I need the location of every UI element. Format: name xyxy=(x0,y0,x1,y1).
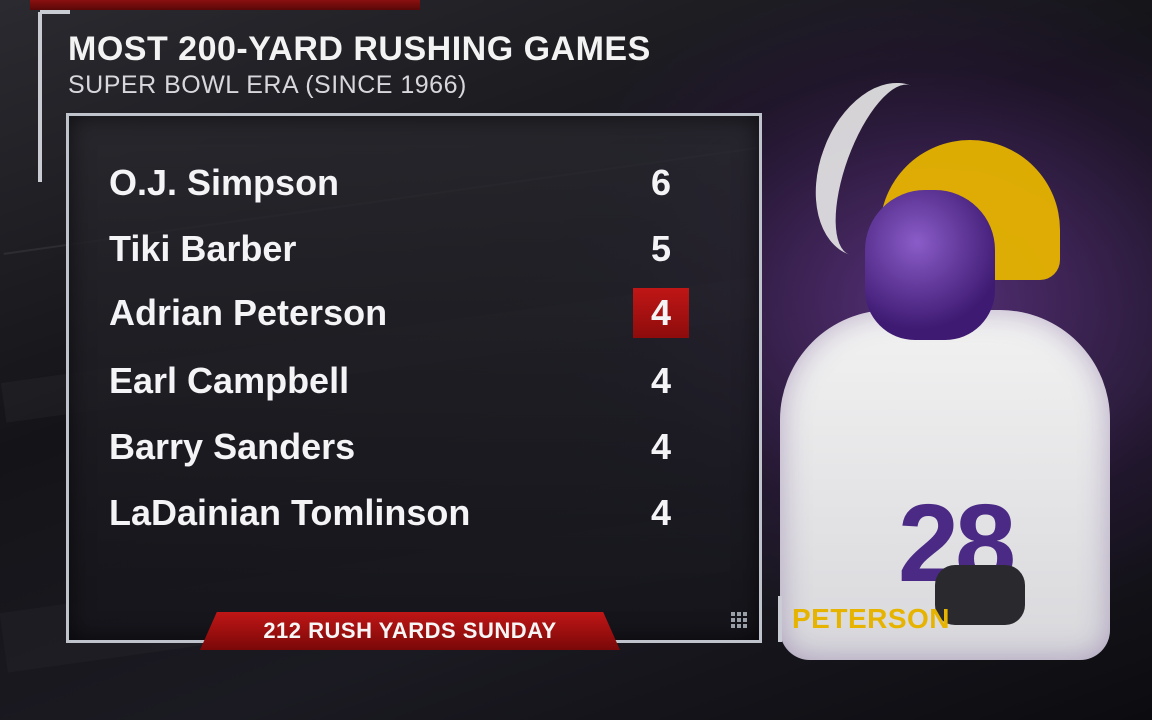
leader-value: 4 xyxy=(650,492,672,533)
player-name-tag: PETERSON xyxy=(778,596,958,642)
left-bracket-accent xyxy=(38,12,52,182)
leader-value-highlight: 4 xyxy=(633,288,689,338)
leader-name: O.J. Simpson xyxy=(109,162,340,203)
player-helmet xyxy=(865,190,995,340)
top-bracket-accent xyxy=(40,10,70,14)
grid-dots-icon xyxy=(731,612,747,628)
leaders-panel: O.J. Simpson 6 Tiki Barber 5 Adrian Pete… xyxy=(66,113,762,643)
player-name: PETERSON xyxy=(792,603,951,634)
leader-row: O.J. Simpson 6 xyxy=(109,158,689,208)
rush-yards-banner: 212 RUSH YARDS SUNDAY xyxy=(200,612,620,650)
leader-row: Earl Campbell 4 xyxy=(109,356,689,406)
graphic-title: MOST 200-YARD RUSHING GAMES xyxy=(68,30,651,68)
leader-row-highlighted: Adrian Peterson 4 xyxy=(109,288,689,338)
leader-value: 4 xyxy=(650,360,672,401)
leader-row: Tiki Barber 5 xyxy=(109,224,689,274)
player-image: 28 xyxy=(760,60,1152,660)
graphic-subtitle: SUPER BOWL ERA (SINCE 1966) xyxy=(68,71,467,99)
leader-row: LaDainian Tomlinson 4 xyxy=(109,488,689,538)
leader-value: 4 xyxy=(650,426,672,467)
top-red-accent xyxy=(30,0,420,10)
rush-yards-banner-text: 212 RUSH YARDS SUNDAY xyxy=(263,618,557,643)
leader-row: Barry Sanders 4 xyxy=(109,422,689,472)
leader-name: Barry Sanders xyxy=(109,426,356,467)
leader-name: Earl Campbell xyxy=(109,360,350,401)
leader-name: Tiki Barber xyxy=(109,228,297,269)
leader-name: LaDainian Tomlinson xyxy=(109,492,471,533)
leader-value: 6 xyxy=(650,162,672,203)
player-glove xyxy=(935,565,1025,625)
leader-value: 5 xyxy=(650,228,672,269)
leader-name: Adrian Peterson xyxy=(109,292,388,333)
